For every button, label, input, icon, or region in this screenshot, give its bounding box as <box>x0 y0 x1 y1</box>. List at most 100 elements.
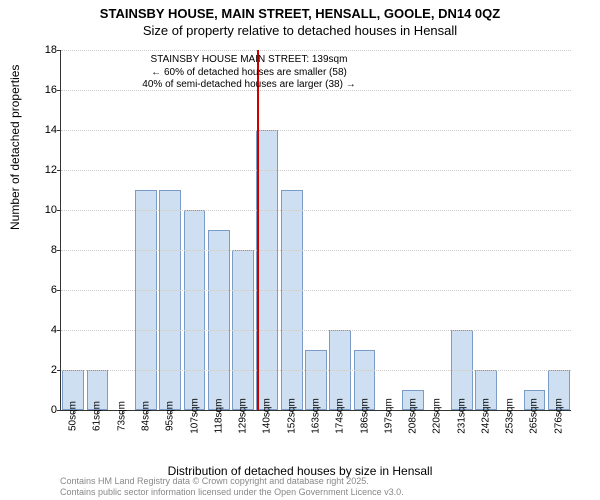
xtick-mark <box>73 410 74 414</box>
grid-line <box>61 290 571 291</box>
ytick-label: 10 <box>27 204 61 216</box>
ytick-label: 12 <box>27 164 61 176</box>
xtick-label: 73sqm <box>116 401 127 431</box>
xtick-mark <box>170 410 171 414</box>
bar-slot: 174sqm <box>328 50 352 410</box>
ytick-label: 16 <box>27 84 61 96</box>
bar-slot: 220sqm <box>425 50 449 410</box>
footer-line: Contains HM Land Registry data © Crown c… <box>60 476 404 487</box>
bar-slot: 95sqm <box>158 50 182 410</box>
ytick-label: 4 <box>27 324 61 336</box>
xtick-label: 84sqm <box>140 401 151 431</box>
xtick-mark <box>267 410 268 414</box>
bar-slot: 197sqm <box>377 50 401 410</box>
grid-line <box>61 210 571 211</box>
xtick-label: 242sqm <box>480 398 491 434</box>
xtick-label: 50sqm <box>68 401 79 431</box>
xtick-label: 186sqm <box>359 398 370 434</box>
ytick-label: 0 <box>27 404 61 416</box>
bar-slot: 208sqm <box>401 50 425 410</box>
plot-area: 50sqm61sqm73sqm84sqm95sqm107sqm118sqm129… <box>60 50 571 411</box>
chart-title: STAINSBY HOUSE, MAIN STREET, HENSALL, GO… <box>0 0 600 23</box>
xtick-mark <box>122 410 123 414</box>
y-axis-label: Number of detached properties <box>8 65 22 230</box>
grid-line <box>61 170 571 171</box>
bar-slot: 163sqm <box>304 50 328 410</box>
bar-slot: 61sqm <box>85 50 109 410</box>
annotation-line: STAINSBY HOUSE MAIN STREET: 139sqm <box>142 54 355 67</box>
xtick-label: 197sqm <box>383 398 394 434</box>
bar-slot: 129sqm <box>231 50 255 410</box>
bar <box>281 190 303 410</box>
grid-line <box>61 370 571 371</box>
chart-subtitle: Size of property relative to detached ho… <box>0 23 600 40</box>
xtick-mark <box>97 410 98 414</box>
bar-slot: 152sqm <box>280 50 304 410</box>
xtick-label: 174sqm <box>335 398 346 434</box>
xtick-mark <box>146 410 147 414</box>
bar-slot: 265sqm <box>522 50 546 410</box>
bar-slot: 186sqm <box>352 50 376 410</box>
bar <box>159 190 181 410</box>
xtick-mark <box>486 410 487 414</box>
ytick-label: 2 <box>27 364 61 376</box>
marker-line <box>257 50 259 410</box>
xtick-mark <box>413 410 414 414</box>
xtick-mark <box>559 410 560 414</box>
xtick-mark <box>243 410 244 414</box>
xtick-label: 231sqm <box>456 398 467 434</box>
xtick-mark <box>219 410 220 414</box>
bar-slot: 231sqm <box>450 50 474 410</box>
annotation-line: ← 60% of detached houses are smaller (58… <box>142 67 355 80</box>
xtick-label: 95sqm <box>165 401 176 431</box>
bar-slot: 107sqm <box>182 50 206 410</box>
bar-slot: 50sqm <box>61 50 85 410</box>
chart-container: STAINSBY HOUSE, MAIN STREET, HENSALL, GO… <box>0 0 600 500</box>
xtick-mark <box>340 410 341 414</box>
bar-slot: 118sqm <box>207 50 231 410</box>
ytick-label: 14 <box>27 124 61 136</box>
xtick-label: 208sqm <box>408 398 419 434</box>
xtick-mark <box>292 410 293 414</box>
bar-slot: 276sqm <box>547 50 571 410</box>
footer-attribution: Contains HM Land Registry data © Crown c… <box>60 476 404 498</box>
grid-line <box>61 330 571 331</box>
marker-annotation: STAINSBY HOUSE MAIN STREET: 139sqm← 60% … <box>142 54 355 92</box>
xtick-mark <box>510 410 511 414</box>
xtick-label: 118sqm <box>213 399 224 434</box>
bar <box>184 210 206 410</box>
bar <box>208 230 230 410</box>
ytick-label: 6 <box>27 284 61 296</box>
bar-slot: 242sqm <box>474 50 498 410</box>
bars-group: 50sqm61sqm73sqm84sqm95sqm107sqm118sqm129… <box>61 50 571 410</box>
xtick-label: 152sqm <box>286 398 297 434</box>
xtick-mark <box>534 410 535 414</box>
xtick-mark <box>316 410 317 414</box>
xtick-label: 129sqm <box>238 398 249 434</box>
xtick-label: 276sqm <box>553 398 564 434</box>
xtick-mark <box>195 410 196 414</box>
bar-slot: 253sqm <box>498 50 522 410</box>
bar <box>135 190 157 410</box>
xtick-label: 163sqm <box>310 398 321 434</box>
grid-line <box>61 50 571 51</box>
xtick-mark <box>437 410 438 414</box>
grid-line <box>61 130 571 131</box>
bar <box>256 130 278 410</box>
xtick-label: 140sqm <box>262 398 273 434</box>
xtick-label: 220sqm <box>432 398 443 434</box>
xtick-mark <box>389 410 390 414</box>
xtick-label: 265sqm <box>529 398 540 434</box>
footer-line: Contains public sector information licen… <box>60 487 404 498</box>
annotation-line: 40% of semi-detached houses are larger (… <box>142 79 355 92</box>
ytick-label: 8 <box>27 244 61 256</box>
xtick-mark <box>365 410 366 414</box>
xtick-label: 107sqm <box>189 398 200 434</box>
xtick-mark <box>462 410 463 414</box>
grid-line <box>61 250 571 251</box>
xtick-label: 253sqm <box>505 398 516 434</box>
xtick-label: 61sqm <box>92 401 103 431</box>
bar-slot: 73sqm <box>110 50 134 410</box>
bar-slot: 84sqm <box>134 50 158 410</box>
ytick-label: 18 <box>27 44 61 56</box>
